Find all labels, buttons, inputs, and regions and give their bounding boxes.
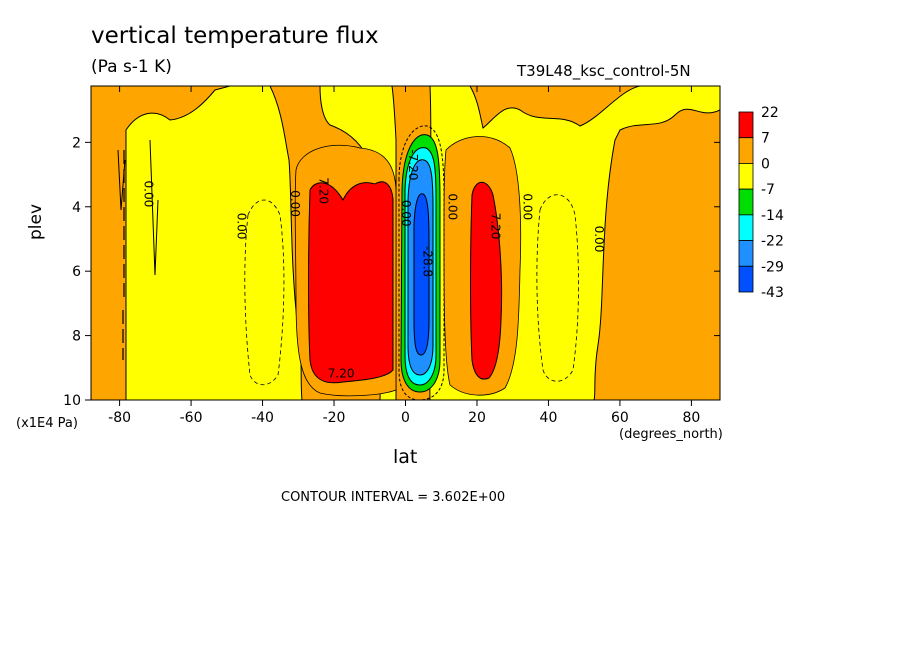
contour-label: -7.20: [406, 149, 420, 180]
x-axis-units: (degrees_north): [619, 427, 723, 442]
colorbar-swatch: [738, 240, 754, 267]
field-yellow-pocket-west: [244, 199, 285, 386]
x-tick-label: 40: [540, 410, 558, 426]
colorbar-swatch: [738, 163, 754, 190]
colorbar-swatch: [738, 188, 754, 216]
contour-label: 0.00: [445, 193, 459, 220]
colorbar-label: -7: [761, 182, 775, 198]
contour-label: 7.20: [317, 177, 331, 204]
x-tick-label: 0: [401, 410, 410, 426]
field-red-east: [470, 181, 503, 380]
contour-interval: CONTOUR INTERVAL = 3.602E+00: [281, 490, 506, 505]
field-yellow-west: [125, 86, 303, 400]
chart-title: vertical temperature flux: [91, 23, 379, 49]
colorbar-label: -29: [761, 259, 784, 275]
colorbar: 22 7 0 -7 -14 -22 -29 -43: [738, 105, 784, 301]
x-tick-label: -80: [108, 410, 131, 426]
contour-label: -28.8: [420, 246, 434, 277]
contour-label: 0.00: [288, 190, 302, 217]
x-axis-label: lat: [393, 446, 418, 468]
x-tick-label: 60: [611, 410, 629, 426]
colorbar-label: -43: [761, 285, 784, 301]
contour-label: 0.00: [235, 213, 249, 240]
x-tick-label: 80: [682, 410, 700, 426]
chart-units: (Pa s-1 K): [91, 57, 172, 77]
y-tick-label: 6: [72, 264, 81, 280]
field-red-west: [308, 181, 394, 384]
contour-label: 7.20: [488, 213, 502, 240]
y-axis-units: (x1E4 Pa): [16, 416, 78, 431]
contour-labels: 0.00 0.00 0.00 7.20 0.00 -7.20 -28.8 0.00 7.20 0.…: [142, 149, 606, 380]
contour-label: 0.00: [520, 193, 534, 220]
y-axis-label: plev: [26, 203, 46, 240]
x-tick-label: -40: [251, 410, 274, 426]
colorbar-label: 0: [761, 156, 770, 172]
solid-line-west-70: [117, 139, 159, 276]
colorbar-swatch: [738, 265, 754, 293]
colorbar-label: -14: [761, 208, 784, 224]
colorbar-swatch: [738, 214, 754, 241]
x-tick-label: -20: [323, 410, 346, 426]
field-yellow-pocket-east: [536, 194, 579, 382]
y-tick-label: 8: [72, 329, 81, 345]
contour-label: 7.20: [328, 366, 355, 380]
y-tick-label: 4: [72, 200, 81, 216]
axes: -80 -60 -40 -20 0 20 40 60 80 2 4 6 8 10: [63, 86, 720, 426]
colorbar-swatch: [738, 137, 754, 164]
field-yellow-rim: [398, 125, 445, 400]
contour-label: 0.00: [592, 226, 606, 253]
colorbar-label: 22: [761, 105, 779, 121]
contour-fill: [91, 86, 720, 400]
field-darkblue: [413, 193, 430, 356]
x-tick-label: 20: [468, 410, 486, 426]
y-tick-label: 2: [72, 135, 81, 151]
y-tick-label: 10: [63, 393, 81, 409]
contour-label: 0.00: [399, 200, 413, 227]
contour-label: 0.00: [142, 181, 156, 208]
colorbar-label: -22: [761, 234, 784, 250]
x-tick-label: -60: [180, 410, 203, 426]
colorbar-label: 7: [761, 131, 770, 147]
colorbar-swatch: [738, 111, 754, 139]
dataset-name: T39L48_ksc_control-5N: [517, 62, 691, 80]
